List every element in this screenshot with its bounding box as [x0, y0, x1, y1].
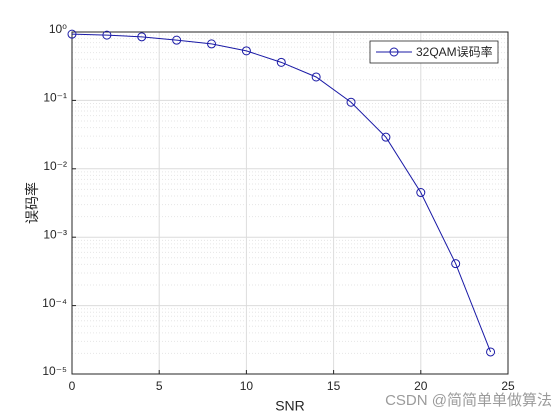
x-axis-label: SNR [275, 398, 305, 414]
marker [416, 188, 426, 198]
series-line [71, 33, 492, 353]
x-tick-label: 5 [156, 379, 163, 393]
marker [102, 30, 112, 40]
x-tick-label: 20 [414, 379, 428, 393]
y-axis-label: 误码率 [24, 182, 41, 224]
marker [207, 39, 217, 49]
y-tick-label: 10⁻¹ [43, 91, 67, 105]
marker [311, 72, 321, 82]
marker [67, 29, 77, 39]
marker [276, 57, 286, 67]
legend-box [369, 40, 499, 64]
marker [486, 347, 496, 357]
marker [241, 46, 251, 56]
y-tick-label: 10⁰ [49, 22, 67, 36]
x-tick-label: 10 [240, 379, 254, 393]
marker [381, 132, 391, 142]
y-tick-label: 10⁻³ [43, 227, 67, 241]
x-tick-label: 15 [327, 379, 341, 393]
plot-frame [71, 31, 509, 375]
x-tick-label: 0 [69, 379, 76, 393]
y-tick-label: 10⁻² [43, 159, 67, 173]
legend-label: 32QAM误码率 [416, 44, 493, 59]
marker [137, 32, 147, 42]
y-tick-label: 10⁻⁴ [42, 296, 67, 310]
x-tick-label: 25 [501, 379, 515, 393]
watermark: CSDN @简简单单做算法 [385, 391, 552, 409]
legend-marker [389, 47, 399, 57]
marker [172, 35, 182, 45]
marker [451, 259, 461, 269]
marker [346, 97, 356, 107]
y-tick-label: 10⁻⁵ [42, 364, 67, 378]
